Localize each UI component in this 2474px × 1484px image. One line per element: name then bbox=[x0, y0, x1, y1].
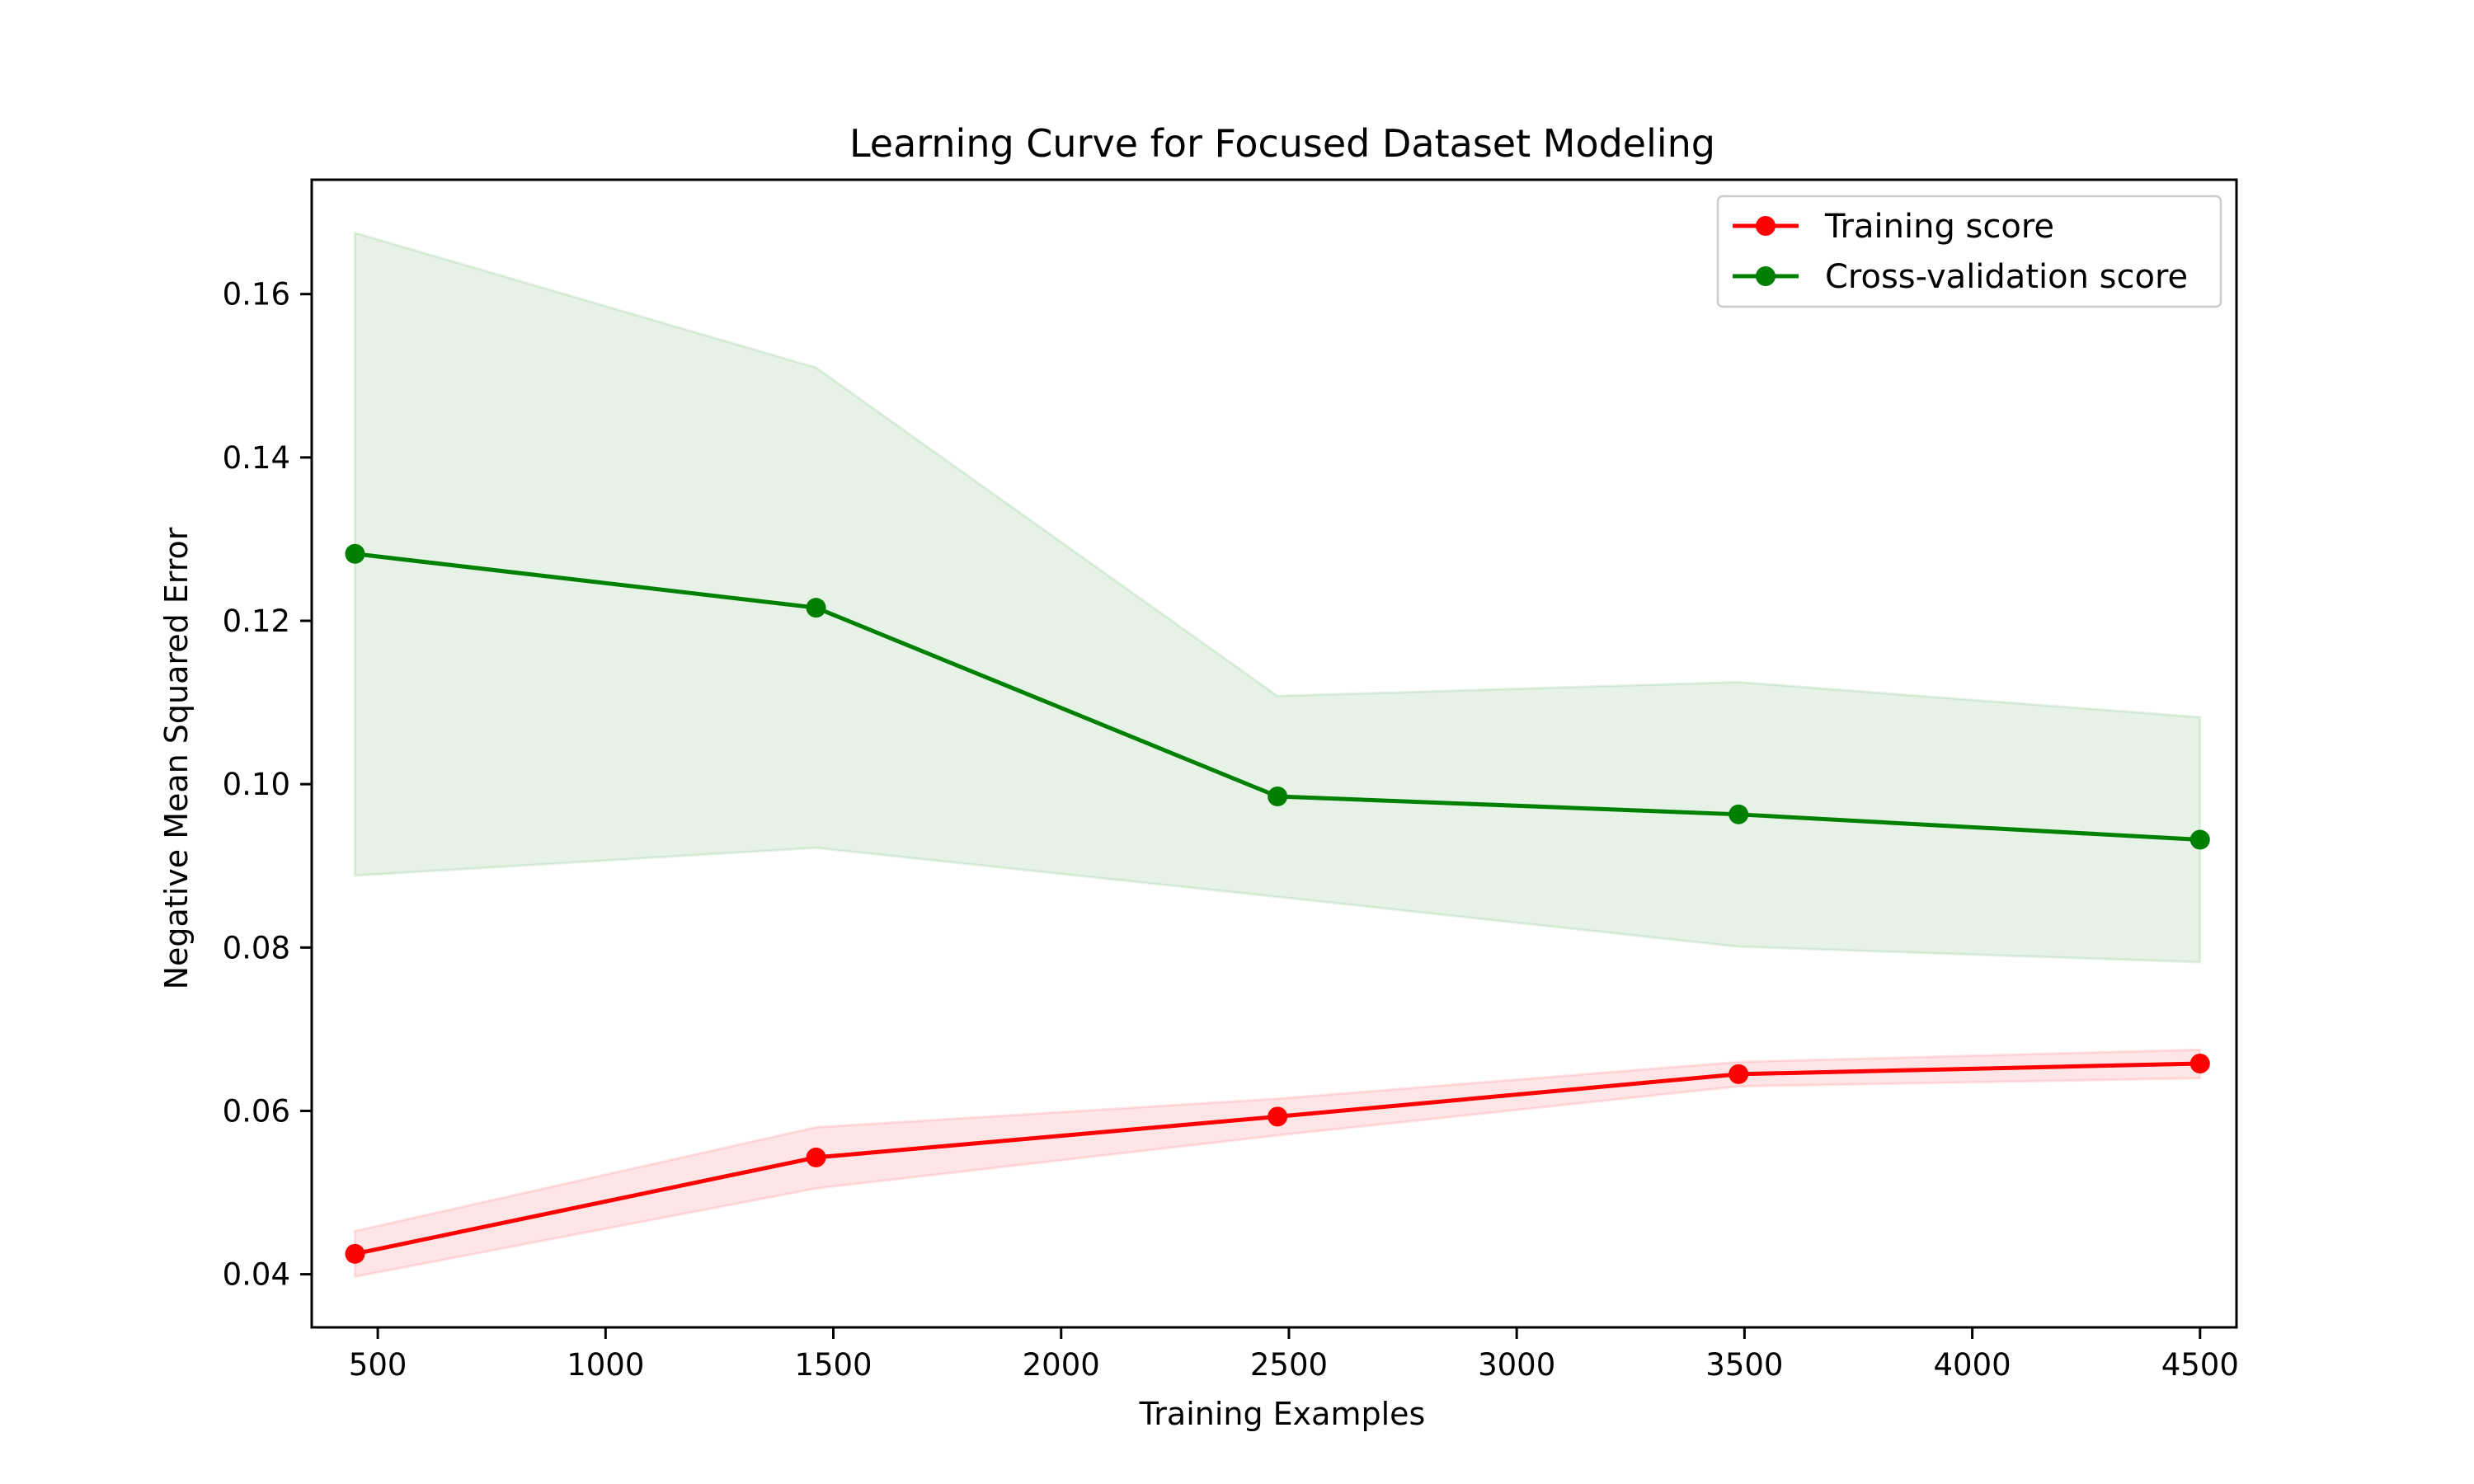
x-tick-label: 1000 bbox=[567, 1347, 644, 1383]
axes-frame bbox=[310, 178, 2238, 1329]
x-axis-ticks: 500 1000 1500 2000 2500 3000 3500 4000 4500 bbox=[349, 1327, 2239, 1383]
series-1-point-2 bbox=[1268, 787, 1288, 807]
x-tick-label: 2000 bbox=[1023, 1347, 1100, 1383]
chart-title: Learning Curve for Focused Dataset Model… bbox=[849, 121, 1715, 166]
x-tick-label: 3000 bbox=[1478, 1347, 1555, 1383]
y-tick-label: 0.10 bbox=[223, 767, 290, 802]
legend-label-1: Cross-validation score bbox=[1825, 258, 2188, 296]
x-axis-label: Training Examples bbox=[1139, 1396, 1426, 1432]
series-1-point-0 bbox=[345, 543, 365, 564]
y-axis-ticks: 0.04 0.06 0.08 0.10 0.12 0.14 0.16 bbox=[223, 277, 312, 1293]
x-tick-label: 4500 bbox=[2161, 1347, 2239, 1383]
legend-marker-0 bbox=[1756, 216, 1776, 236]
series-0-point-0 bbox=[345, 1243, 365, 1264]
y-tick-label: 0.06 bbox=[223, 1093, 290, 1129]
y-tick-label: 0.12 bbox=[223, 603, 290, 639]
legend-marker-1 bbox=[1756, 266, 1776, 286]
x-tick-label: 4000 bbox=[1934, 1347, 2011, 1383]
y-tick-label: 0.16 bbox=[223, 277, 290, 312]
confidence-bands bbox=[353, 231, 2202, 1279]
x-tick-label: 2500 bbox=[1250, 1347, 1328, 1383]
confidence-band-series-1 bbox=[353, 231, 2202, 964]
x-tick-label: 3500 bbox=[1705, 1347, 1783, 1383]
legend-box bbox=[1716, 195, 2222, 308]
x-tick-label: 500 bbox=[349, 1347, 407, 1383]
axes-border bbox=[310, 178, 2238, 1329]
y-axis-label: Negative Mean Squared Error bbox=[158, 527, 195, 989]
series-0-point-4 bbox=[2189, 1053, 2210, 1073]
legend: Training score Cross-validation score bbox=[1716, 195, 2222, 308]
y-tick-label: 0.08 bbox=[223, 930, 290, 965]
legend-label-0: Training score bbox=[1824, 208, 2054, 246]
series-0-point-3 bbox=[1729, 1064, 1749, 1084]
confidence-band-series-0 bbox=[353, 1048, 2202, 1279]
series-1-point-3 bbox=[1729, 804, 1749, 824]
y-tick-label: 0.04 bbox=[223, 1257, 290, 1293]
series-1-point-4 bbox=[2189, 829, 2210, 850]
series-markers bbox=[345, 543, 2210, 1264]
y-tick-label: 0.14 bbox=[223, 440, 290, 476]
series-0-point-1 bbox=[806, 1147, 826, 1167]
series-0-point-2 bbox=[1268, 1106, 1288, 1127]
series-1-point-1 bbox=[806, 598, 826, 618]
x-tick-label: 1500 bbox=[794, 1347, 872, 1383]
